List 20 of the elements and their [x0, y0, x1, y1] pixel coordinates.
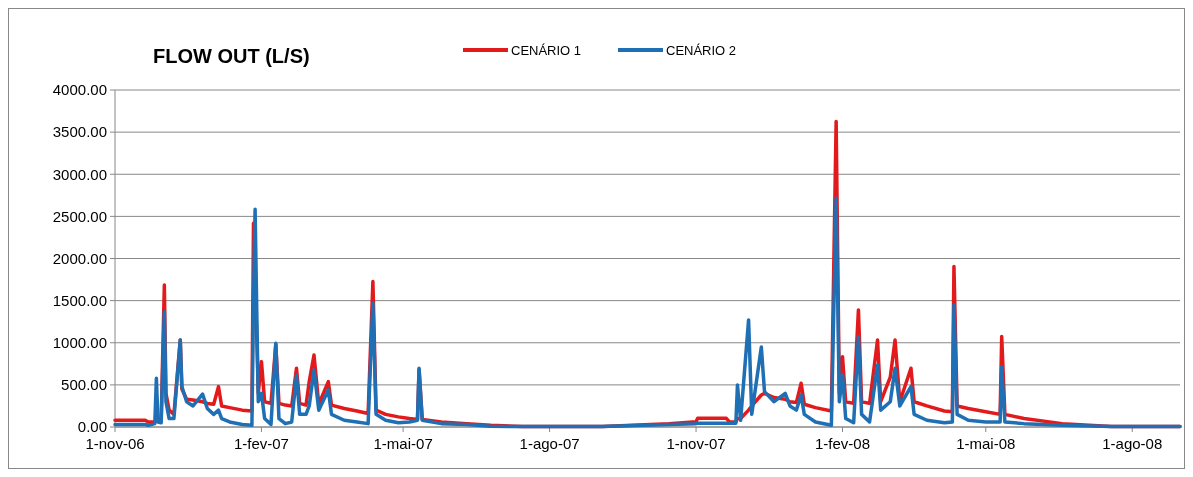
- y-tick-label: 0.00: [77, 418, 107, 436]
- y-tick-label: 2500.00: [52, 207, 107, 225]
- chart-title: FLOW OUT (L/S): [153, 45, 310, 67]
- x-tick-label: 1-fev-08: [815, 435, 871, 452]
- legend-label: CENÁRIO 1: [511, 42, 582, 58]
- x-tick-label: 1-ago-08: [1102, 435, 1163, 452]
- y-tick-label: 500.00: [61, 376, 107, 394]
- y-tick-label: 1500.00: [52, 291, 107, 309]
- x-tick-label: 1-nov-07: [666, 435, 726, 452]
- y-tick-label: 4000.00: [52, 81, 107, 99]
- y-tick-label: 1000.00: [52, 334, 107, 351]
- y-tick-label: 3500.00: [52, 123, 107, 141]
- x-tick-label: 1-fev-07: [233, 435, 289, 452]
- legend-label: CENÁRIO 2: [666, 42, 737, 58]
- x-tick-label: 1-mai-07: [373, 435, 433, 452]
- x-tick-label: 1-nov-06: [85, 435, 145, 452]
- x-tick-label: 1-ago-07: [519, 435, 580, 452]
- y-tick-label: 3000.00: [52, 165, 107, 183]
- x-tick-label: 1-mai-08: [956, 435, 1016, 452]
- y-tick-label: 2000.00: [52, 249, 107, 267]
